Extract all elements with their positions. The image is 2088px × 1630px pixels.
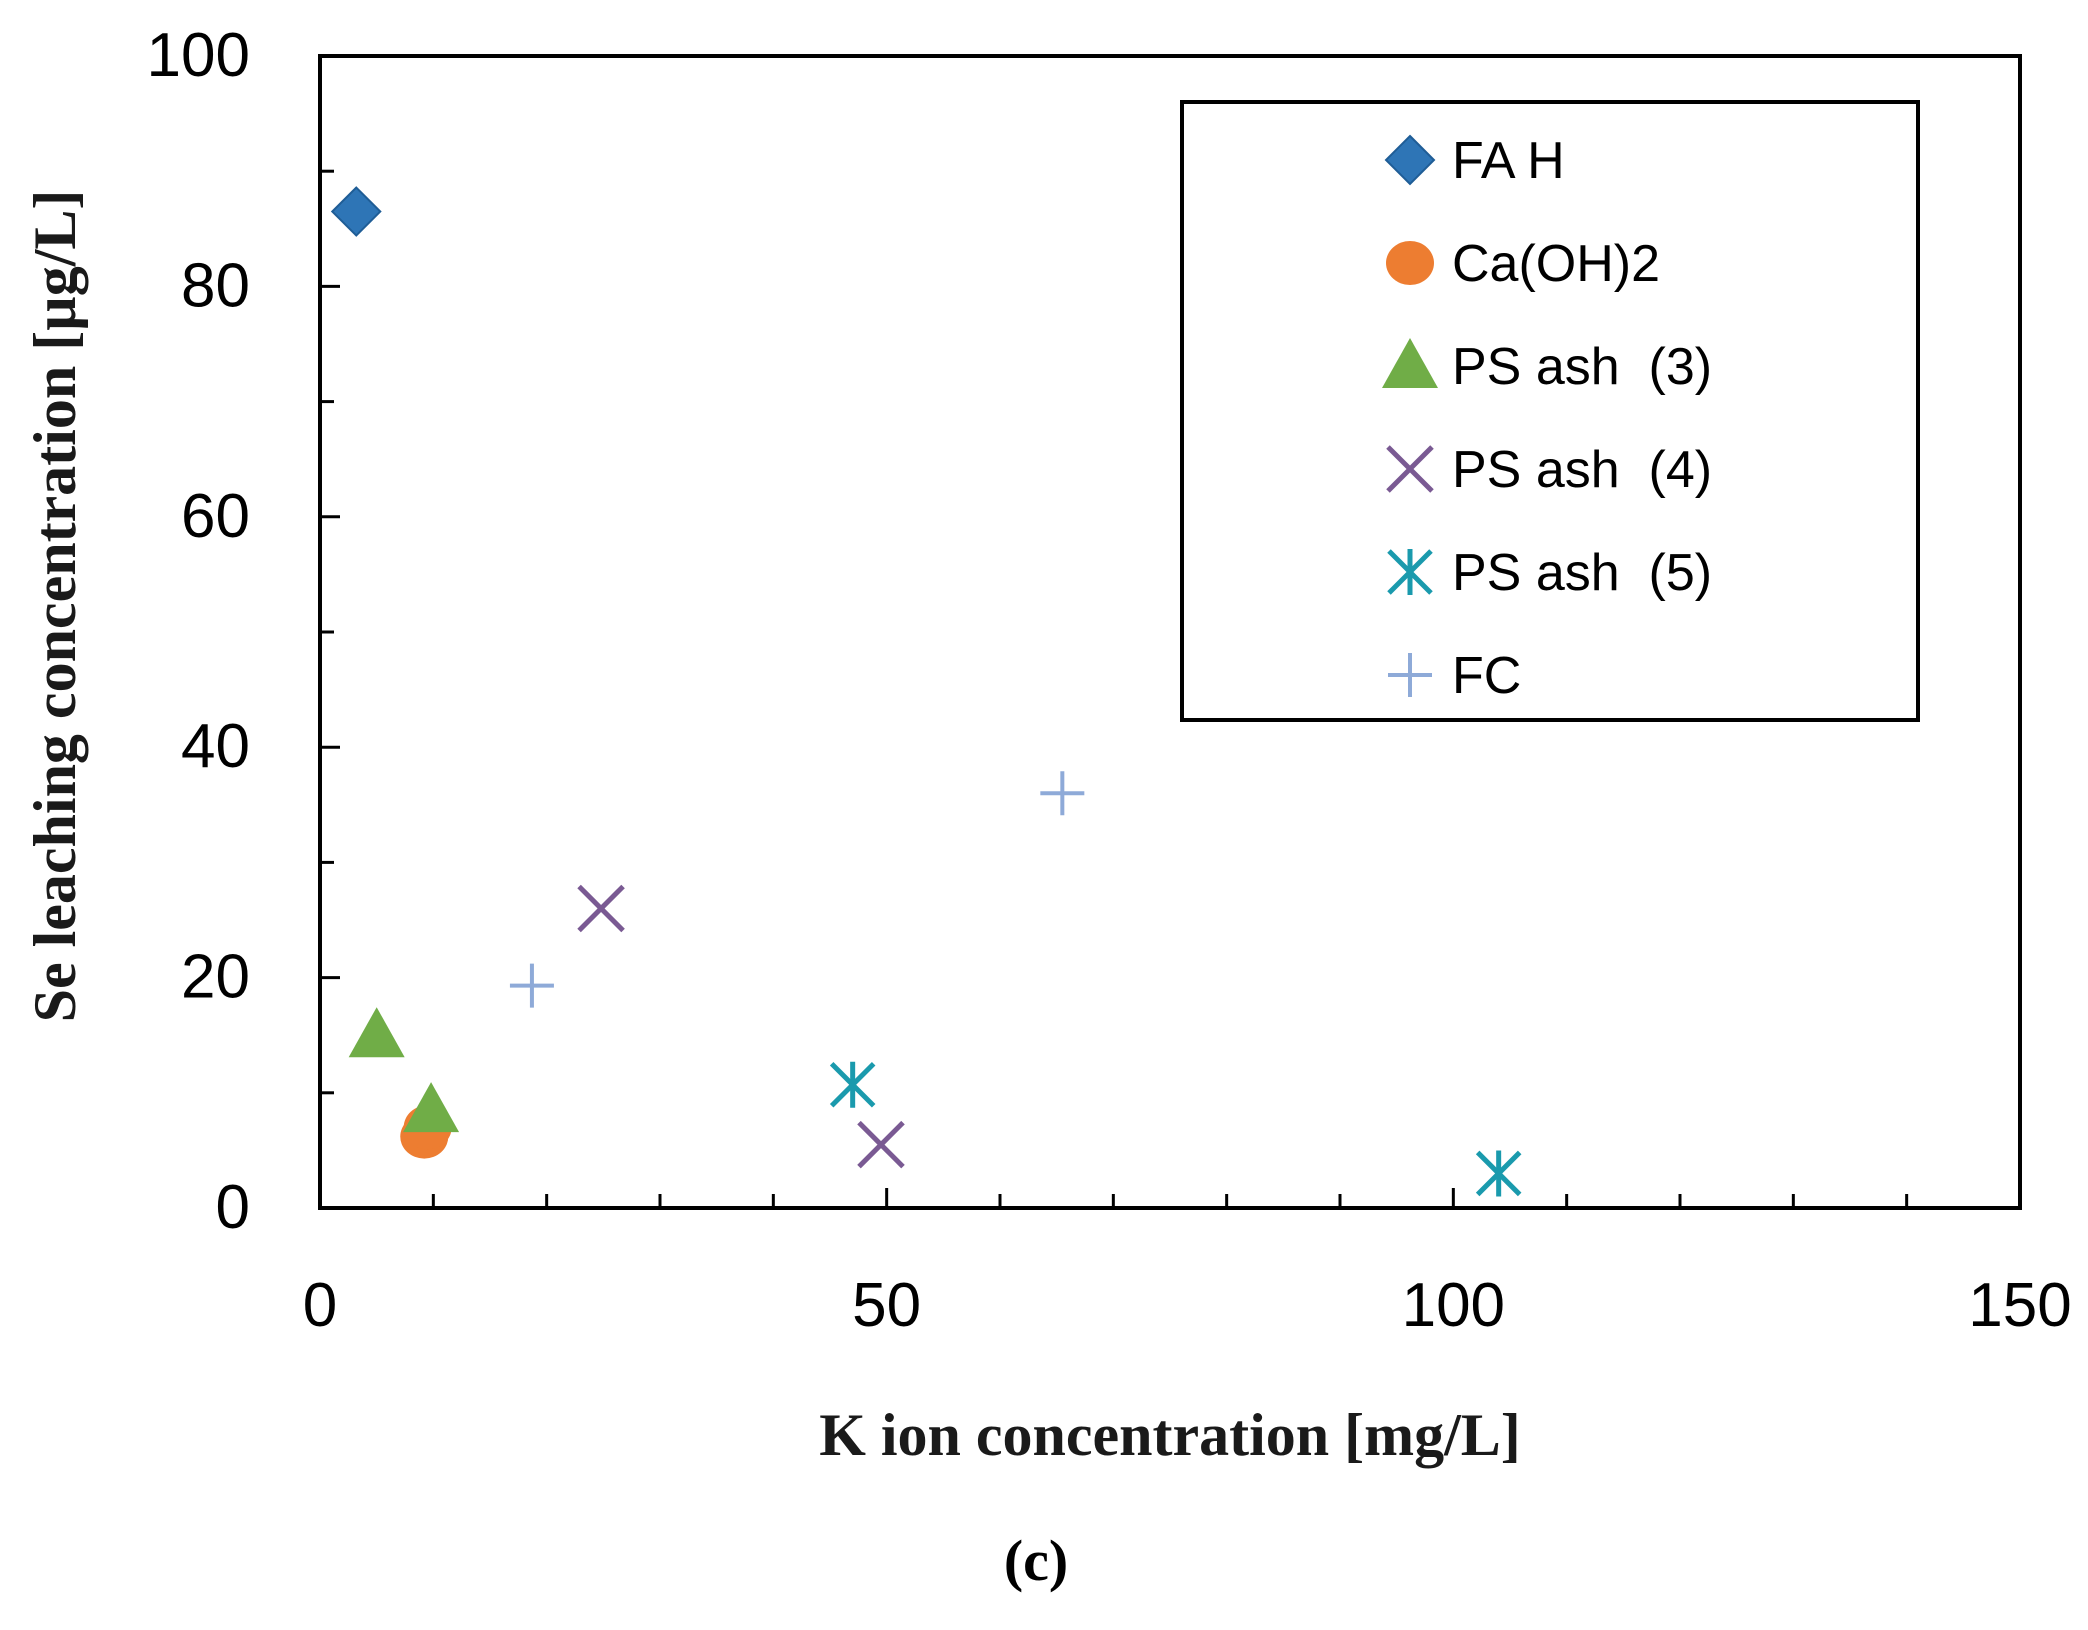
x-tick-label: 100 [1402,1271,1505,1340]
data-point-plus [509,963,554,1008]
legend-label: PS ash (4) [1452,441,1712,499]
data-point-triangle [403,1082,460,1133]
legend-label: FA H [1452,132,1565,190]
y-tick-label: 100 [147,21,250,90]
panel-label: (c) [1004,1528,1068,1593]
legend-label: FC [1452,647,1521,705]
x-tick-label: 150 [1968,1271,2071,1340]
legend-marker-star [1387,549,1433,595]
y-axis-title: Se leaching concentration [µg/L] [22,190,88,1023]
legend-marker-circle [1386,241,1434,285]
legend-label: Ca(OH)2 [1452,235,1660,293]
legend: FA H Ca(OH)2 PS ash (3) PS ash (4) PS ash (5… [1180,100,1920,722]
x-axis-title: K ion concentration [mg/L] [819,1402,1521,1468]
data-points [330,186,1522,1197]
legend-marker-x [1386,445,1434,493]
data-point-diamond [330,186,382,237]
data-point-star [1475,1150,1522,1197]
legend-marker-diamond [1384,134,1436,186]
y-axis-ticks: 0 20 40 60 80 100 [147,21,340,1242]
x-tick-label: 0 [303,1271,337,1340]
data-point-x [577,884,625,933]
y-tick-label: 0 [216,1173,250,1242]
x-axis-ticks: 0 50 100 150 [303,1188,2072,1340]
data-point-star [829,1061,876,1108]
data-point-plus [1040,771,1085,816]
x-tick-label: 50 [852,1271,921,1340]
data-point-x [857,1120,905,1169]
legend-box [1180,100,1920,722]
y-tick-label: 80 [181,251,250,320]
legend-label: PS ash (5) [1452,544,1712,602]
data-point-triangle [348,1007,405,1058]
y-tick-label: 20 [181,943,250,1012]
legend-items: FA H Ca(OH)2 PS ash (3) PS ash (4) PS ash (5… [1382,132,1712,705]
legend-marker-plus [1388,653,1432,697]
y-tick-label: 60 [181,482,250,551]
y-tick-label: 40 [181,712,250,781]
legend-label: PS ash (3) [1452,338,1712,396]
legend-marker-triangle [1382,338,1438,388]
